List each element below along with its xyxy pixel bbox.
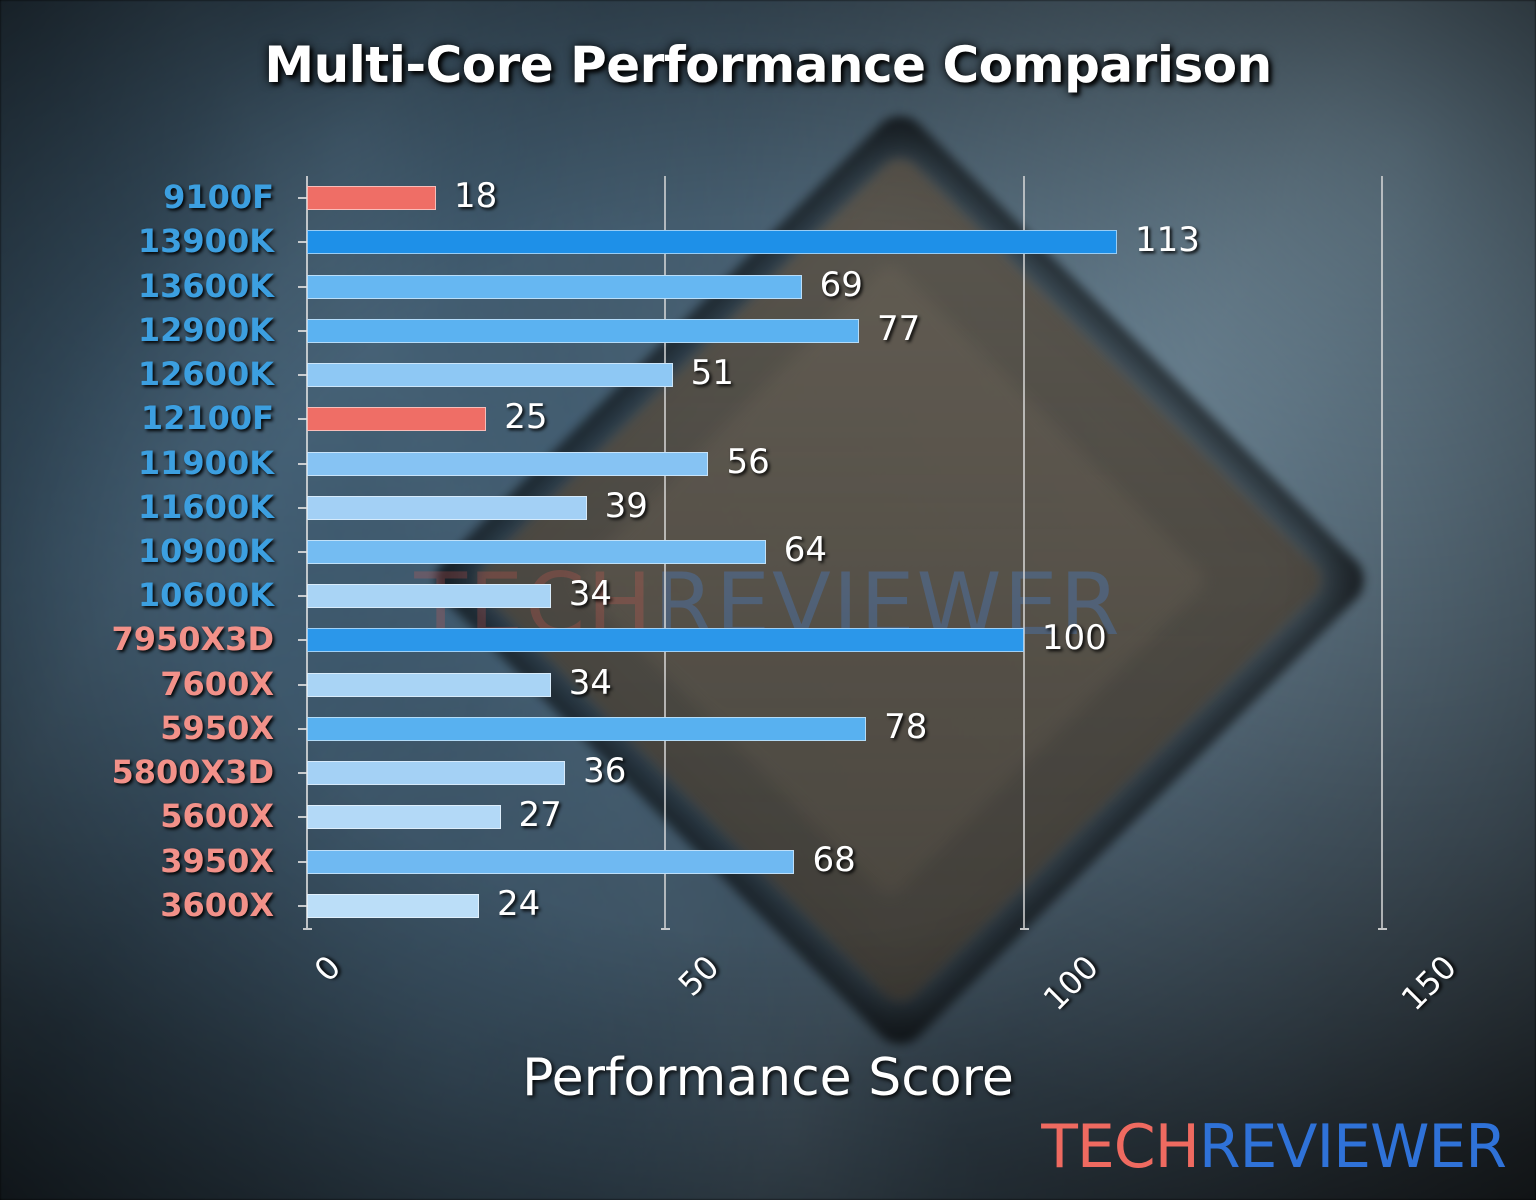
y-label-5800X3D: 5800X3D [111, 753, 274, 792]
bar-value-label-9100F: 18 [454, 176, 498, 217]
gridline-100 [1022, 176, 1025, 928]
y-label-5600X: 5600X [160, 797, 274, 836]
y-axis-category-labels: 9100F 13900K 13600K 12900K 12600K 12100F 11900… [0, 176, 292, 928]
bar-value-label-7600X: 34 [568, 662, 612, 703]
y-axis-tick [298, 374, 307, 377]
y-axis-tick [298, 816, 307, 819]
y-label-9100F: 9100F [163, 178, 274, 217]
bar-value-label-10600K: 34 [568, 574, 612, 615]
bar-5600X [307, 805, 501, 830]
y-label-3600X: 3600X [160, 885, 274, 924]
x-axis-tick-0 [303, 928, 312, 930]
bar-10900K [307, 540, 766, 564]
bar-value-label-11600K: 39 [604, 485, 648, 526]
bar-value-label-12900K: 77 [876, 308, 921, 349]
bar-value-label-3950X: 68 [812, 839, 856, 880]
y-label-11600K: 11600K [137, 487, 274, 526]
y-label-13900K: 13900K [137, 222, 274, 261]
bar-13600K [307, 274, 802, 299]
bar-3600X [307, 893, 480, 918]
bar-12900K [307, 318, 859, 343]
y-axis-tick [298, 197, 307, 200]
x-axis-tick-100 [1019, 928, 1029, 930]
bar-value-label-12100F: 25 [504, 397, 548, 438]
bar-value-label-5600X: 27 [518, 795, 562, 836]
bar-5950X [307, 716, 867, 741]
y-axis-tick [298, 772, 307, 775]
bar-7600X [307, 672, 551, 697]
y-axis-tick [298, 683, 307, 686]
bar-9100F [307, 186, 437, 211]
bar-value-label-7950X3D: 100 [1041, 618, 1107, 659]
y-label-12600K: 12600K [137, 355, 274, 394]
y-label-12100F: 12100F [140, 399, 274, 438]
y-axis-tick [298, 418, 307, 421]
bar-value-label-13900K: 113 [1135, 220, 1200, 261]
y-axis-tick [298, 285, 307, 288]
y-axis-tick [298, 551, 307, 553]
y-axis-tick [298, 595, 307, 598]
bar-12100F [307, 407, 487, 432]
y-label-10600K: 10600K [137, 576, 274, 615]
bar-value-label-13600K: 69 [819, 264, 863, 305]
logo-reviewer-text: REVIEWER [1198, 1112, 1507, 1182]
y-axis-tick [298, 860, 307, 863]
x-axis-tick-150 [1378, 928, 1388, 930]
bar-12600K [307, 363, 673, 388]
y-label-12900K: 12900K [137, 310, 274, 349]
y-axis-tick [298, 639, 307, 642]
bar-value-label-11900K: 56 [726, 441, 770, 482]
bar-3950X [307, 849, 795, 874]
bar-value-label-3600X: 24 [497, 883, 541, 924]
bar-value-label-10900K: 64 [783, 530, 828, 570]
y-axis-tick [298, 329, 307, 332]
gridline-150 [1381, 176, 1384, 928]
chart-title: Multi-Core Performance Comparison [264, 36, 1272, 94]
techreviewer-logo: TECHREVIEWER [1041, 1112, 1507, 1182]
y-axis-tick [298, 241, 307, 244]
y-axis-tick [298, 904, 307, 907]
bar-value-label-5950X: 78 [884, 706, 928, 747]
bar-5800X3D [307, 761, 566, 786]
bar-11600K [307, 495, 587, 520]
bar-7950X3D [307, 628, 1024, 653]
logo-tech-text: TECH [1041, 1112, 1200, 1182]
y-label-10900K: 10900K [137, 532, 274, 570]
y-axis-tick [298, 462, 307, 465]
bar-11900K [307, 451, 709, 476]
bar-13900K [307, 230, 1118, 255]
bar-value-label-5800X3D: 36 [583, 751, 627, 792]
bar-value-label-12600K: 51 [690, 353, 734, 394]
y-label-7600X: 7600X [160, 664, 274, 703]
x-axis-title: Performance Score [522, 1048, 1014, 1108]
y-label-5950X: 5950X [160, 708, 274, 747]
y-label-11900K: 11900K [137, 443, 274, 482]
plot-area: 18 113 69 77 51 25 56 39 64 34 100 34 78 36 27 68 24 [298, 176, 1497, 930]
y-axis-tick [298, 506, 307, 509]
bar-10600K [307, 584, 551, 609]
y-label-13600K: 13600K [137, 266, 274, 305]
y-axis-tick [298, 727, 307, 730]
x-axis-tick-50 [661, 928, 671, 930]
y-label-3950X: 3950X [160, 841, 274, 880]
y-label-7950X3D: 7950X3D [111, 620, 274, 659]
